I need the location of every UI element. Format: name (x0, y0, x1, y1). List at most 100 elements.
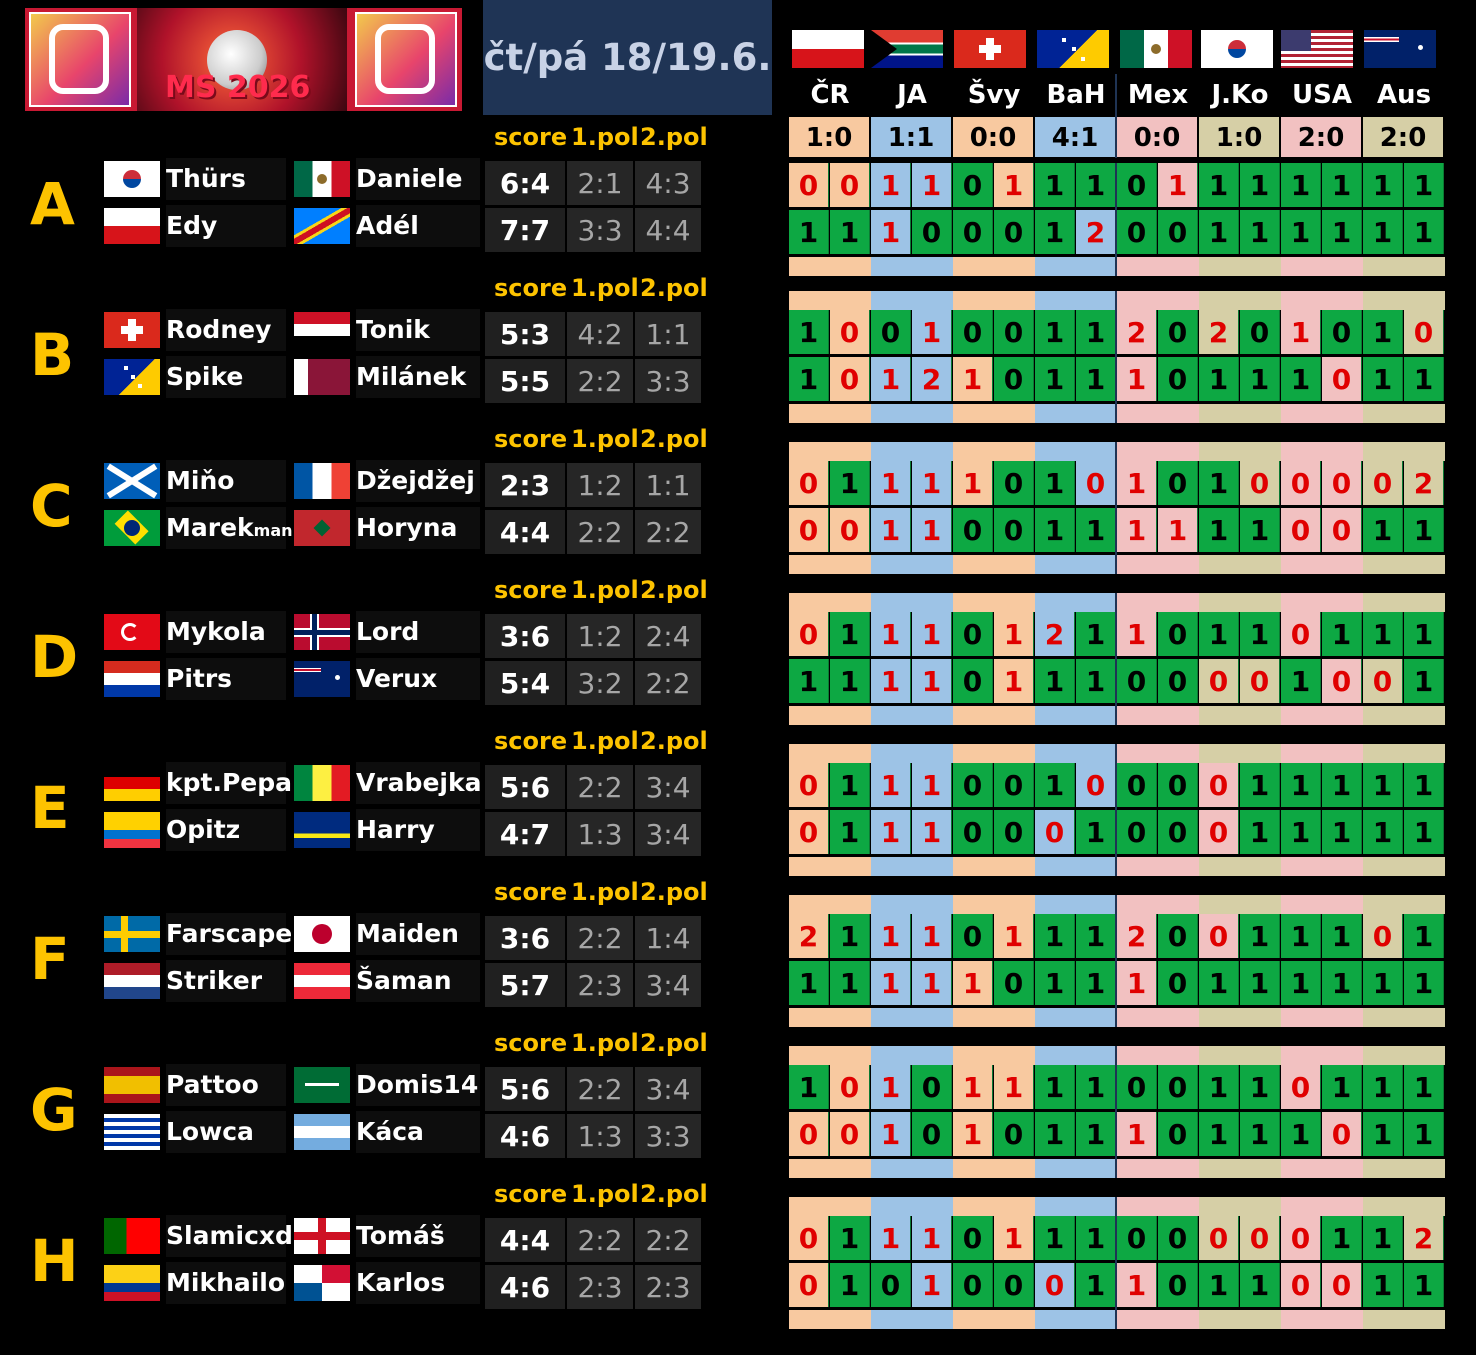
player-name: Harry (356, 809, 480, 851)
band-top (1363, 442, 1445, 461)
prediction-cell: 0 (1158, 461, 1198, 505)
first-half-score: 2:2 (567, 359, 633, 403)
first-half-score: 2:2 (567, 510, 633, 554)
prediction-cell: 1 (1240, 961, 1280, 1005)
band-bottom (1199, 857, 1281, 876)
prediction-cell: 0 (1281, 612, 1321, 656)
prediction-cell: 0 (994, 810, 1034, 854)
band-bottom (1281, 857, 1363, 876)
total-score: 5:6 (485, 1067, 565, 1111)
prediction-cell: 1 (912, 1263, 952, 1307)
band-bottom (1117, 857, 1199, 876)
prediction-cell: 0 (1363, 461, 1403, 505)
prediction-cell: 0 (830, 1112, 870, 1156)
flag-rsa-icon (871, 30, 943, 68)
prediction-cell: 1 (1240, 210, 1280, 254)
prediction-cell: 1 (830, 210, 870, 254)
player-name: Horyna (356, 507, 480, 549)
band-bottom (1035, 555, 1117, 574)
second-half-score: 1:4 (635, 916, 701, 960)
prediction-cell: 1 (830, 1263, 870, 1307)
prediction-cell: 1 (1076, 914, 1116, 958)
band-top (1035, 442, 1117, 461)
flag-ecu-icon (104, 812, 160, 848)
prediction-cell: 1 (1035, 1065, 1075, 1109)
prediction-cell: 1 (1035, 961, 1075, 1005)
prediction-cell: 0 (953, 914, 993, 958)
total-score: 4:4 (485, 510, 565, 554)
band-top (1363, 593, 1445, 612)
prediction-cell: 1 (871, 914, 911, 958)
prediction-cell: 1 (1281, 763, 1321, 807)
first-half-score: 1:2 (567, 614, 633, 658)
prediction-cell: 1 (871, 1065, 911, 1109)
prediction-cell: 1 (1199, 961, 1239, 1005)
prediction-cell: 1 (1404, 508, 1444, 552)
second-half-score: 3:4 (635, 765, 701, 809)
band-bottom (789, 1159, 871, 1178)
total-score: 5:7 (485, 963, 565, 1007)
band-bottom (871, 1008, 953, 1027)
flag-por-icon (104, 1218, 160, 1254)
band-bottom (1117, 257, 1199, 276)
band-top (1363, 895, 1445, 914)
group-divider (1115, 593, 1117, 725)
band-top (1281, 291, 1363, 310)
band-bottom (953, 1310, 1035, 1329)
prediction-cell: 0 (830, 163, 870, 207)
prediction-cell: 0 (830, 357, 870, 401)
flag-aut-icon (294, 963, 350, 999)
prediction-cell: 1 (1404, 163, 1444, 207)
band-top (953, 593, 1035, 612)
band-bottom (1117, 404, 1199, 423)
match-team-7: Aus (1376, 80, 1432, 110)
prediction-cell: 1 (953, 357, 993, 401)
prediction-cell: 0 (789, 1216, 829, 1260)
flag-emblem-icon (121, 326, 143, 334)
prediction-cell: 0 (912, 210, 952, 254)
flag-ger-icon (104, 765, 160, 801)
band-bottom (871, 404, 953, 423)
band-bottom (1117, 555, 1199, 574)
score-header: score (494, 425, 568, 453)
flag-emblem-icon (1281, 30, 1312, 51)
group-letter-G: G (30, 1076, 78, 1144)
prediction-cell: 1 (912, 508, 952, 552)
flag-esp-icon (104, 1067, 160, 1103)
prediction-cell: 0 (1158, 1112, 1198, 1156)
prediction-cell: 0 (1404, 310, 1444, 354)
band-top (1281, 744, 1363, 763)
prediction-cell: 1 (953, 961, 993, 1005)
prediction-cell: 1 (1199, 357, 1239, 401)
prediction-cell: 0 (1158, 1263, 1198, 1307)
total-score: 2:3 (485, 463, 565, 507)
prediction-cell: 0 (789, 763, 829, 807)
prediction-cell: 1 (1076, 612, 1116, 656)
score-header: score (494, 727, 568, 755)
flag-tur-icon (104, 614, 160, 650)
band-bottom (1281, 555, 1363, 574)
group-divider (1115, 1197, 1117, 1329)
band-bottom (789, 1310, 871, 1329)
prediction-cell: 0 (912, 1112, 952, 1156)
prediction-cell: 2 (1035, 612, 1075, 656)
prediction-cell: 1 (1240, 914, 1280, 958)
prediction-cell: 1 (1363, 1263, 1403, 1307)
player-name: Marekman (166, 507, 293, 549)
prediction-cell: 1 (1363, 763, 1403, 807)
group-divider (1115, 291, 1117, 423)
band-top (1199, 1046, 1281, 1065)
prediction-cell: 0 (1240, 659, 1280, 703)
band-top (1035, 593, 1117, 612)
prediction-cell: 1 (1076, 508, 1116, 552)
prediction-cell: 1 (1404, 961, 1444, 1005)
band-top (1117, 291, 1199, 310)
prediction-cell: 1 (830, 763, 870, 807)
prediction-cell: 0 (953, 612, 993, 656)
band-bottom (1117, 1008, 1199, 1027)
band-top (789, 744, 871, 763)
prediction-cell: 0 (1322, 461, 1362, 505)
band-bottom (1117, 706, 1199, 725)
band-bottom (789, 1008, 871, 1027)
player-name: Thürs (166, 158, 286, 200)
